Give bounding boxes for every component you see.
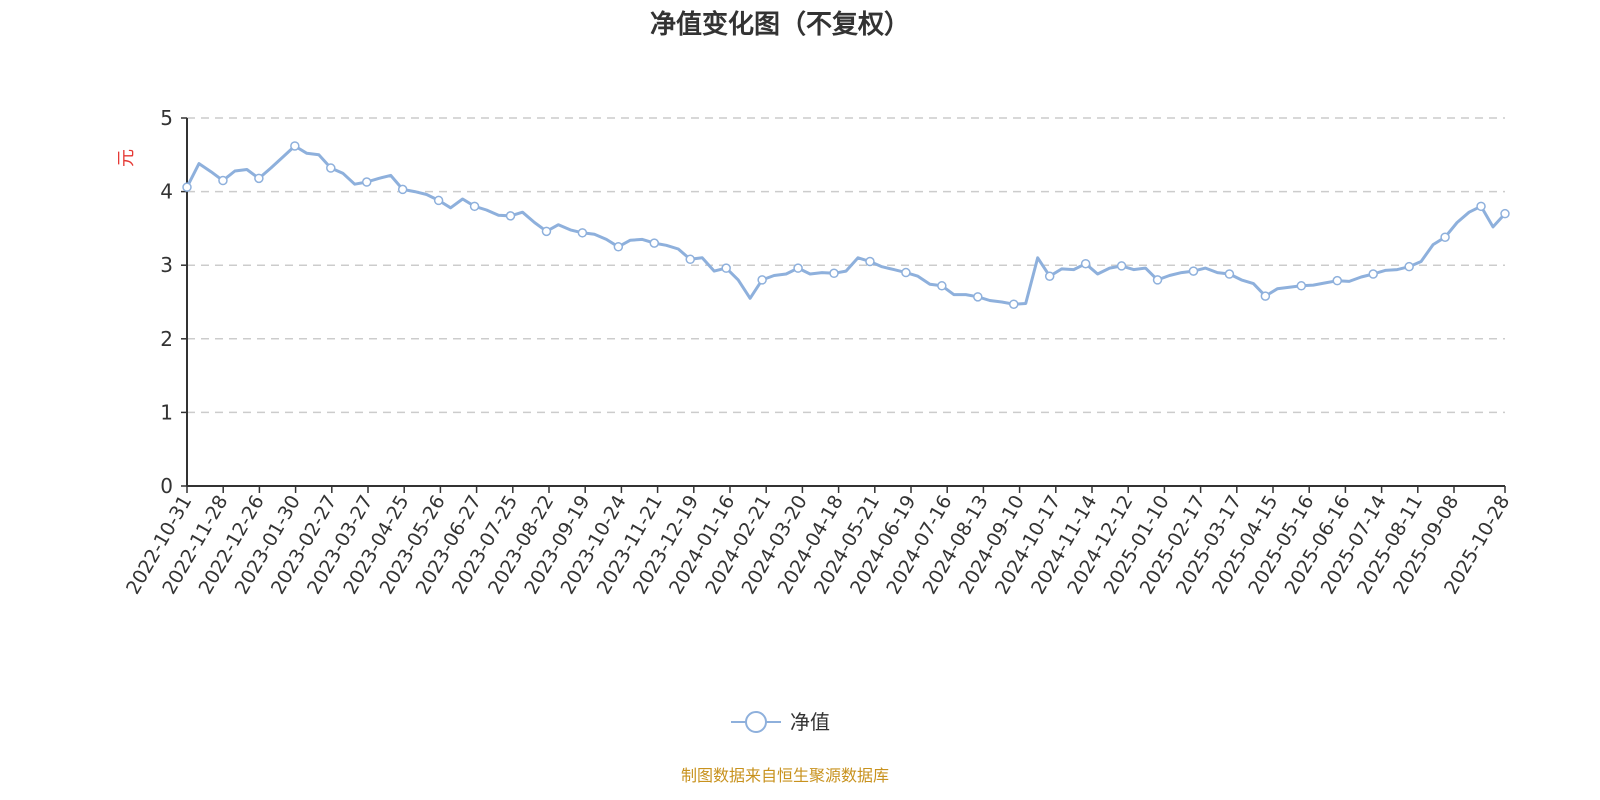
data-point[interactable] [1404, 261, 1414, 272]
data-point[interactable] [1500, 208, 1510, 219]
y-tick-label: 1 [160, 400, 173, 424]
legend[interactable]: 净值 [731, 710, 830, 734]
series-line [185, 144, 1507, 306]
data-point[interactable] [721, 263, 731, 273]
data-point[interactable] [1044, 271, 1055, 281]
data-point[interactable] [1368, 269, 1378, 279]
data-point[interactable] [793, 263, 803, 273]
data-point[interactable] [577, 228, 588, 238]
data-point[interactable] [433, 195, 444, 206]
data-point[interactable] [685, 254, 695, 265]
legend-marker-icon [745, 711, 767, 733]
y-tick-label: 2 [160, 327, 173, 351]
data-point[interactable] [1008, 299, 1019, 309]
data-point[interactable] [182, 182, 192, 192]
data-point[interactable] [397, 184, 408, 195]
data-point[interactable] [1332, 275, 1343, 286]
y-axis-label: 元 [116, 149, 137, 167]
data-point[interactable] [254, 173, 264, 184]
data-point[interactable] [1152, 275, 1163, 285]
y-tick-label: 5 [160, 106, 173, 130]
data-point[interactable] [469, 201, 480, 212]
data-point[interactable] [901, 267, 911, 278]
data-point[interactable] [326, 163, 336, 173]
y-tick-label: 0 [160, 474, 173, 498]
x-axis: 2022-10-312022-11-282022-12-262023-01-30… [122, 485, 1514, 598]
data-point[interactable] [829, 268, 839, 279]
data-point[interactable] [361, 177, 372, 187]
y-axis: 0 1 2 3 4 5 [160, 106, 188, 498]
chart-title: 净值变化图（不复权） [649, 10, 910, 40]
data-point[interactable] [865, 256, 875, 267]
data-point[interactable] [649, 238, 660, 248]
data-point[interactable] [937, 281, 947, 291]
data-point[interactable] [1296, 281, 1307, 291]
data-source-note: 制图数据来自恒生聚源数据库 [680, 766, 889, 785]
data-point[interactable] [973, 292, 983, 302]
data-point[interactable] [1476, 201, 1486, 212]
data-point[interactable] [613, 242, 624, 252]
data-point[interactable] [1116, 261, 1127, 271]
data-point[interactable] [541, 226, 552, 237]
data-point[interactable] [218, 175, 228, 186]
data-point[interactable] [1188, 266, 1199, 276]
legend-label: 净值 [790, 710, 830, 734]
data-point[interactable] [505, 211, 516, 221]
data-point[interactable] [1224, 269, 1235, 279]
data-point[interactable] [1260, 291, 1271, 301]
data-point[interactable] [290, 141, 300, 151]
grid-lines [187, 117, 1505, 414]
data-point[interactable] [757, 275, 767, 285]
series-nav [182, 141, 1510, 309]
data-point[interactable] [1080, 258, 1091, 269]
y-tick-label: 4 [160, 180, 173, 204]
y-tick-label: 3 [160, 253, 173, 277]
data-point[interactable] [1440, 232, 1450, 242]
